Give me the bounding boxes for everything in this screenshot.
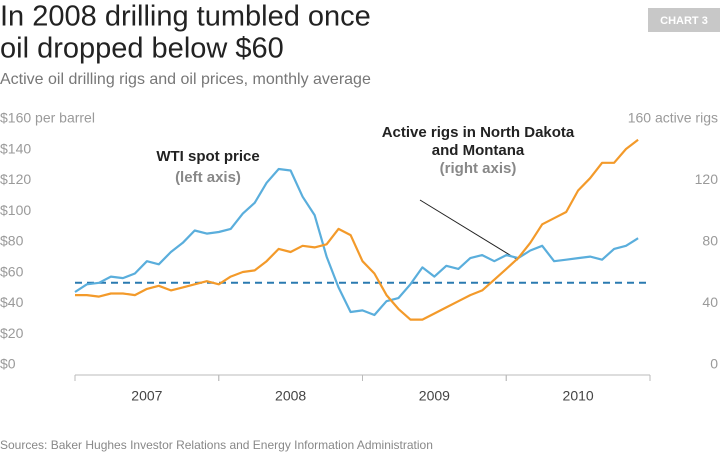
y-tick-label: $0 <box>0 356 16 372</box>
y-tick-label: $60 <box>0 263 24 279</box>
badge-bg <box>648 8 720 32</box>
annotation-note: (right axis) <box>440 160 517 177</box>
y-tick-label: $120 <box>0 171 31 187</box>
y-tick-label: $160 per barrel <box>0 110 95 126</box>
x-tick-label: 2008 <box>275 388 306 404</box>
subtitle: Active oil drilling rigs and oil prices,… <box>0 71 371 88</box>
pointer <box>419 199 519 261</box>
annotation: Active rigs in North Dakota and Montana <box>382 124 575 159</box>
y-tick-label: $40 <box>0 294 24 310</box>
y2-tick-label: 120 <box>695 171 719 187</box>
title: oil dropped below $60 <box>0 33 284 65</box>
y2-tick-label: 80 <box>702 233 718 249</box>
annotation-note: (left axis) <box>175 169 241 186</box>
y-tick-label: $100 <box>0 202 31 218</box>
title: In 2008 drilling tumbled once <box>0 1 371 33</box>
y2-tick-label: 0 <box>710 356 718 372</box>
badge: CHART 3 <box>660 15 708 27</box>
y2-tick-label: 160 active rigs <box>628 110 718 126</box>
y-tick-label: $20 <box>0 325 24 341</box>
x-tick-label: 2010 <box>563 388 594 404</box>
y2-tick-label: 40 <box>702 294 718 310</box>
series-line <box>75 138 639 321</box>
annotation: WTI spot price <box>156 148 259 165</box>
x-tick-label: 2009 <box>419 388 450 404</box>
series-line <box>74 167 639 317</box>
y-tick-label: $140 <box>0 140 31 156</box>
y-tick-label: $80 <box>0 233 24 249</box>
x-tick-label: 2007 <box>131 388 162 404</box>
source: Sources: Baker Hughes Investor Relations… <box>0 438 433 452</box>
